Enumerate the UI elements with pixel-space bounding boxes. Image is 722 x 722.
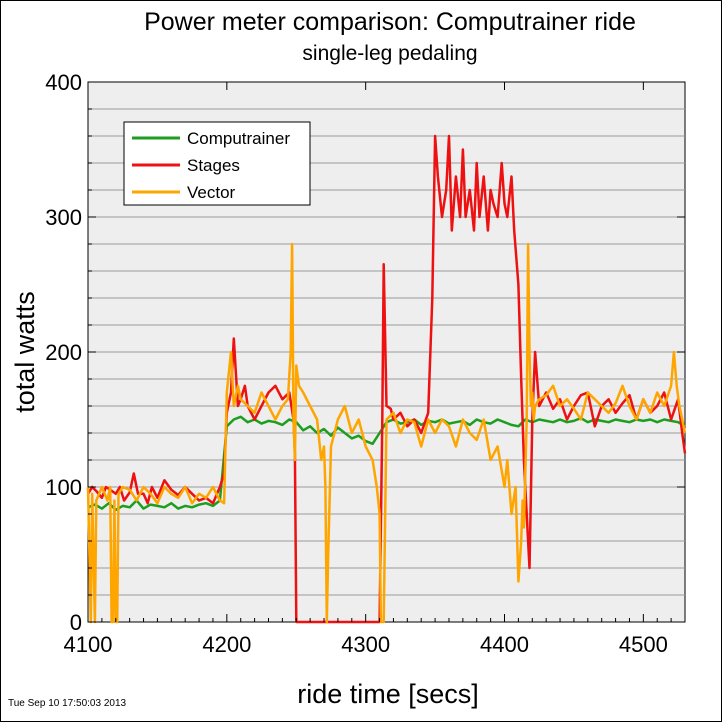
y-tick-label: 100 bbox=[45, 475, 82, 500]
x-tick-label: 4200 bbox=[202, 632, 251, 657]
x-axis-label: ride time [secs] bbox=[297, 679, 479, 709]
y-tick-label: 400 bbox=[45, 70, 82, 95]
x-tick-label: 4500 bbox=[619, 632, 668, 657]
series-layer bbox=[86, 134, 687, 624]
x-tick-label: 4100 bbox=[64, 632, 113, 657]
y-tick-label: 0 bbox=[70, 610, 82, 635]
legend-label-vector: Vector bbox=[187, 183, 236, 202]
series-line-vector bbox=[86, 242, 687, 624]
axis-ticks: 0 100 200 300 400 4100 4200 4300 4400 4500 bbox=[45, 70, 685, 657]
chart-subtitle: single-leg pedaling bbox=[302, 42, 477, 65]
y-tick-label: 300 bbox=[45, 205, 82, 230]
legend: Computrainer Stages Vector bbox=[123, 121, 311, 206]
legend-label-stages: Stages bbox=[187, 156, 240, 175]
legend-label-computrainer: Computrainer bbox=[187, 129, 290, 148]
x-tick-label: 4400 bbox=[480, 632, 529, 657]
x-tick-label: 4300 bbox=[341, 632, 390, 657]
chart-title: Power meter comparison: Computrainer rid… bbox=[144, 8, 636, 36]
y-tick-label: 200 bbox=[45, 340, 82, 365]
timestamp: Tue Sep 10 17:50:03 2013 bbox=[8, 698, 127, 709]
y-axis-label: total watts bbox=[10, 291, 40, 413]
